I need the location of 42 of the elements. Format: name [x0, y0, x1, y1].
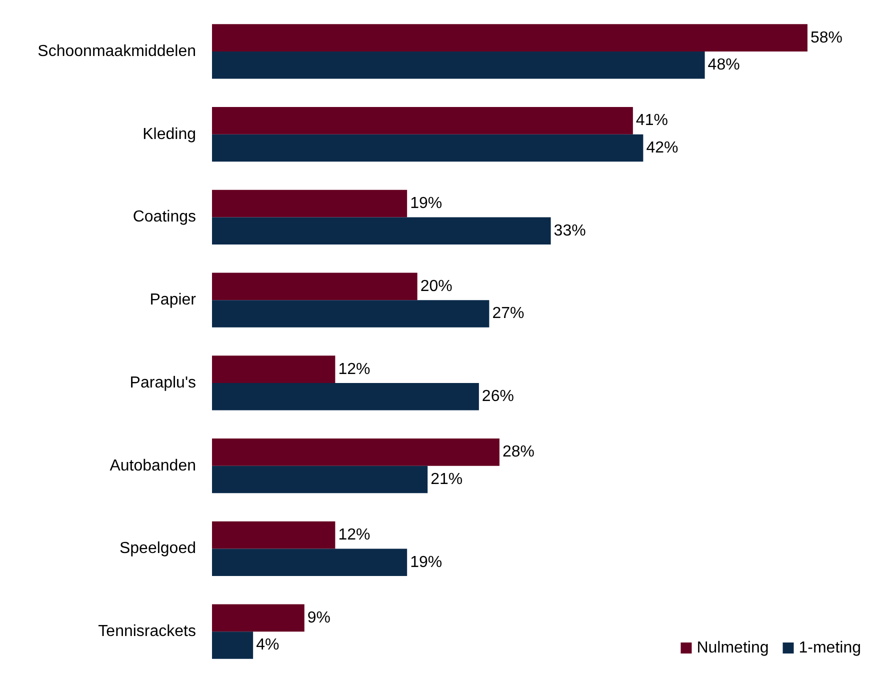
y-tick-label: Kleding — [142, 126, 196, 143]
bar — [212, 272, 418, 300]
y-tick-label: Papier — [150, 292, 197, 309]
data-label: 41% — [636, 112, 668, 130]
bar — [212, 106, 633, 134]
data-label: 42% — [646, 139, 678, 156]
bar — [212, 190, 408, 218]
data-label: 12% — [338, 526, 370, 544]
bar — [212, 382, 479, 410]
bar — [212, 51, 705, 79]
data-label: 9% — [307, 609, 331, 626]
bar — [212, 521, 336, 549]
y-tick-label: Schoonmaakmiddelen — [38, 42, 196, 60]
data-label: 12% — [338, 360, 370, 378]
legend-label: Nulmeting — [696, 640, 769, 656]
data-label: 27% — [492, 305, 524, 322]
data-label: 48% — [708, 56, 740, 74]
y-tick-label: Tennisrackets — [98, 623, 196, 640]
legend-label: 1-meting — [798, 640, 861, 656]
data-label: 58% — [810, 29, 842, 46]
data-label: 4% — [256, 636, 280, 654]
y-tick-label: Coatings — [132, 208, 196, 226]
y-tick-label: Speelgoed — [119, 540, 196, 558]
bar — [212, 217, 551, 245]
bar — [212, 632, 254, 659]
bar — [212, 300, 490, 328]
data-label: 19% — [410, 554, 442, 571]
data-label: 20% — [420, 278, 452, 295]
y-tick-label: Autobanden — [110, 457, 196, 474]
bar — [212, 134, 644, 162]
data-label: 26% — [482, 388, 514, 406]
data-label: 28% — [502, 444, 534, 461]
bar — [212, 466, 428, 494]
bar — [212, 356, 336, 383]
y-tick-label: Paraplu's — [130, 374, 196, 392]
data-label: 33% — [554, 222, 586, 240]
bar — [212, 438, 500, 466]
data-label: 21% — [430, 470, 463, 488]
bar — [212, 604, 304, 632]
data-label: 19% — [410, 195, 442, 212]
bar — [212, 24, 808, 52]
bar — [212, 548, 408, 576]
